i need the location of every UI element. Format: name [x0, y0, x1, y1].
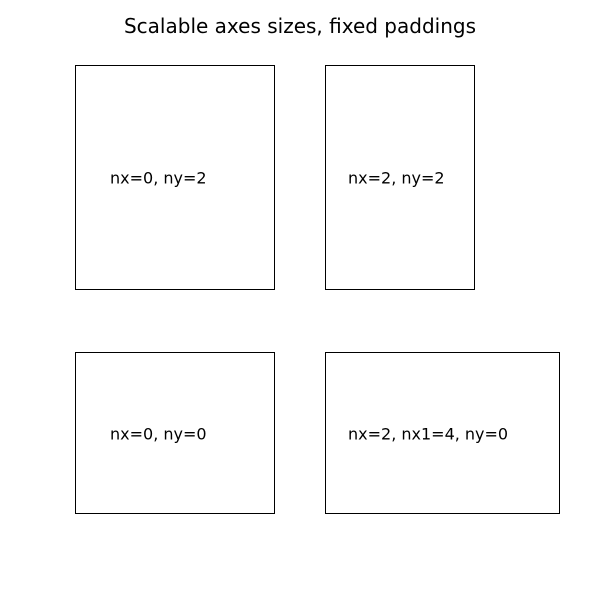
- figure: Scalable axes sizes, fixed paddings nx=0…: [0, 0, 600, 600]
- panel-top-right-label: nx=2, ny=2: [348, 169, 445, 188]
- panel-bottom-right-label: nx=2, nx1=4, ny=0: [348, 425, 508, 444]
- panel-bottom-left-label: nx=0, ny=0: [110, 425, 207, 444]
- panel-top-left-label: nx=0, ny=2: [110, 169, 207, 188]
- figure-title: Scalable axes sizes, fixed paddings: [0, 14, 600, 38]
